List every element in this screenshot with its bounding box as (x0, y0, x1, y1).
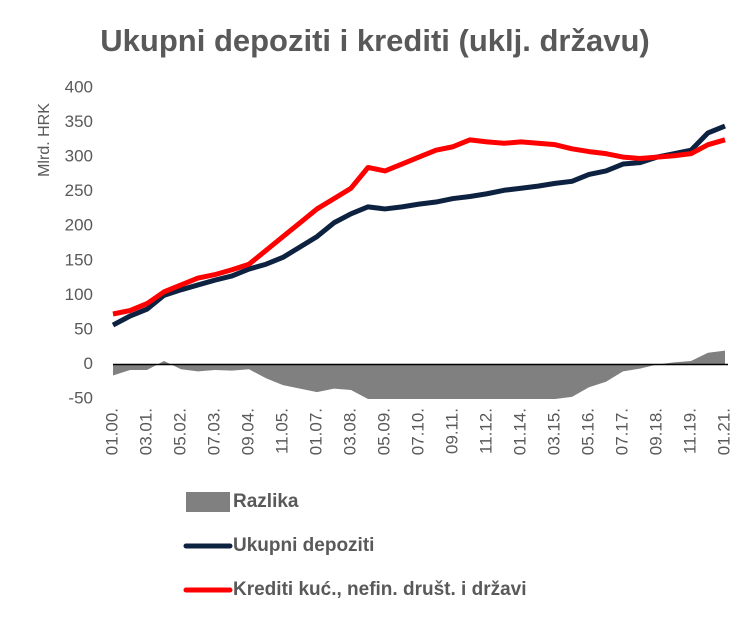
x-tick-label: 01.07. (306, 408, 325, 455)
y-tick-label: 250 (65, 181, 93, 200)
x-tick-label: 11.19. (680, 408, 699, 454)
y-tick-label: 350 (65, 112, 93, 131)
legend-label: Razlika (233, 491, 299, 512)
legend-swatch (186, 492, 230, 512)
legend-label: Ukupni depoziti (233, 535, 374, 556)
x-tick-label: 05.09. (374, 408, 393, 455)
x-tick-label: 03.15. (544, 408, 563, 455)
x-tick-label: 07.10. (408, 408, 427, 455)
x-tick-label: 07.03. (204, 408, 223, 455)
chart-title: Ukupni depoziti i krediti (uklj. državu) (100, 23, 649, 58)
y-tick-label: 50 (74, 319, 93, 338)
x-tick-label: 09.11. (442, 408, 461, 454)
x-tick-label: 03.08. (340, 408, 359, 455)
x-tick-label: 05.16. (578, 408, 597, 455)
x-tick-label: 11.12. (476, 408, 495, 454)
y-tick-label: 100 (65, 285, 93, 304)
y-tick-label: 150 (65, 250, 93, 269)
y-tick-label: 400 (65, 77, 93, 96)
y-axis-label: Mlrd. HRK (36, 103, 53, 177)
area (113, 350, 725, 399)
x-tick-label: 11.05. (272, 408, 291, 454)
x-tick-label: 05.02. (170, 408, 189, 455)
y-tick-label: 0 (84, 354, 93, 373)
x-tick-label: 03.01. (136, 408, 155, 455)
x-tick-label: 09.18. (646, 408, 665, 455)
line (112, 137, 726, 317)
legend-label: Krediti kuć., nefin. društ. i državi (233, 579, 527, 600)
x-tick-label: 01.21. (714, 408, 733, 455)
line (111, 123, 726, 328)
x-tick-label: 01.14. (510, 408, 529, 455)
y-tick-label: 300 (65, 147, 93, 166)
x-tick-label: 01.00. (102, 408, 121, 455)
x-tick-label: 09.04. (238, 408, 257, 455)
y-tick-label: 200 (65, 216, 93, 235)
x-tick-label: 07.17. (612, 408, 631, 455)
y-tick-label: -50 (68, 388, 93, 407)
